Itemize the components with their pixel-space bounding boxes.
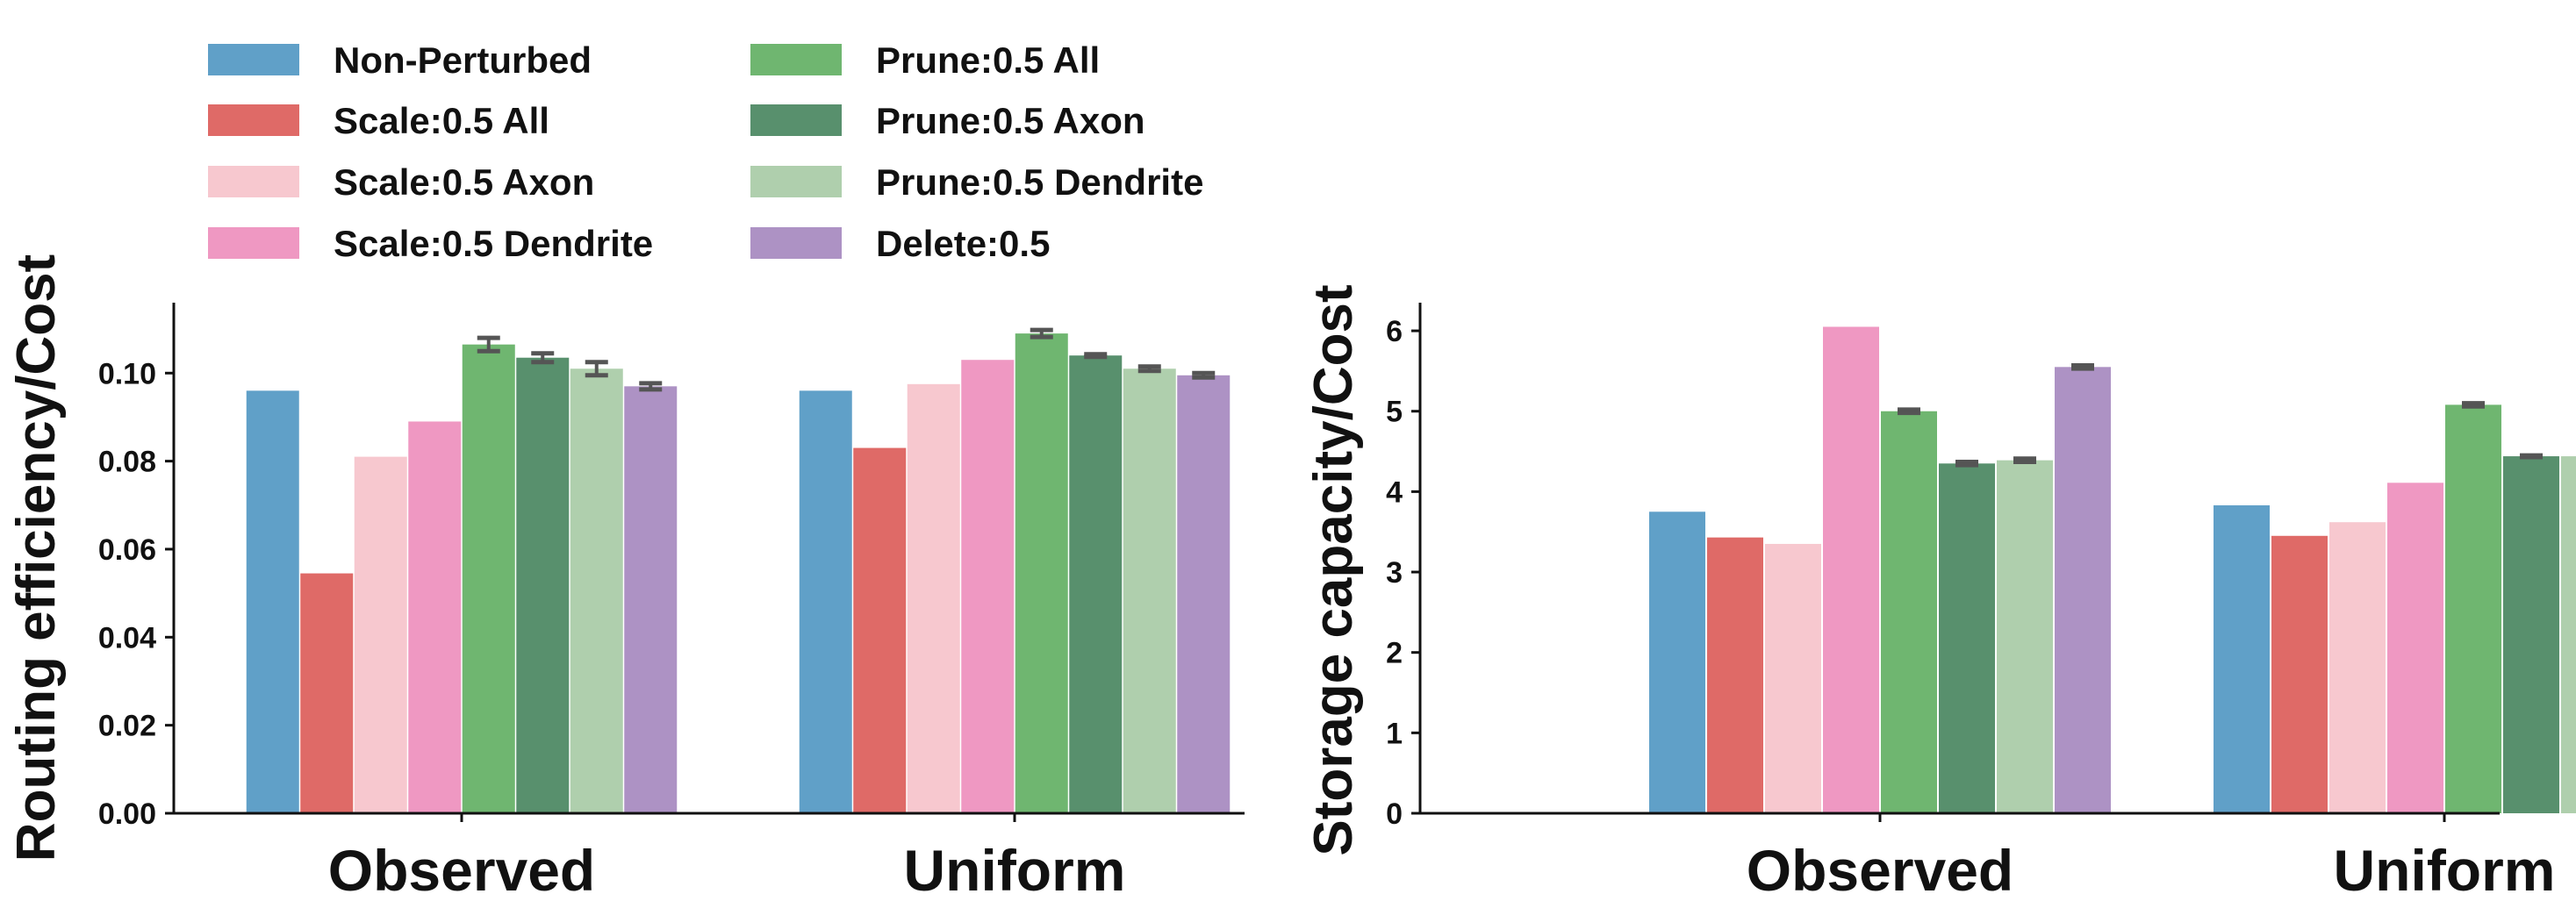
error-bar-observed-delete-0-5 bbox=[639, 381, 663, 392]
legend-label-prune-0-5-all: Prune:0.5 All bbox=[876, 39, 1100, 81]
y-tick-label: 0.06 bbox=[98, 533, 156, 567]
legend-label-scale-0-5-all: Scale:0.5 All bbox=[334, 100, 549, 141]
y-tick-label: 2 bbox=[1386, 637, 1403, 670]
legend-swatch-prune-0-5-axon bbox=[750, 104, 842, 136]
x-category-label-uniform: Uniform bbox=[2334, 838, 2556, 901]
y-axis-label: Routing efficiency/Cost bbox=[6, 254, 67, 862]
bar-observed-prune-0-5-dendrite bbox=[570, 368, 623, 813]
bar-observed-scale-0-5-axon bbox=[1765, 543, 1821, 813]
error-bar-uniform-prune-0-5-all bbox=[1030, 327, 1053, 340]
legend-label-scale-0-5-axon: Scale:0.5 Axon bbox=[334, 161, 594, 203]
legend-swatch-scale-0-5-axon bbox=[208, 166, 299, 197]
bar-uniform-prune-0-5-dendrite bbox=[2561, 456, 2576, 813]
y-tick-label: 5 bbox=[1386, 396, 1403, 429]
bar-observed-scale-0-5-axon bbox=[354, 456, 407, 813]
bar-observed-prune-0-5-all bbox=[462, 344, 515, 813]
error-bar-observed-prune-0-5-dendrite bbox=[585, 360, 608, 378]
y-tick-label: 4 bbox=[1386, 476, 1403, 509]
bar-observed-prune-0-5-axon bbox=[516, 357, 570, 813]
y-tick-label: 0.10 bbox=[98, 357, 156, 390]
bar-uniform-prune-0-5-all bbox=[2445, 404, 2501, 813]
bar-observed-prune-0-5-dendrite bbox=[1997, 460, 2053, 813]
bar-uniform-scale-0-5-all bbox=[853, 447, 907, 813]
bar-observed-scale-0-5-dendrite bbox=[1823, 326, 1879, 813]
bar-observed-delete-0-5 bbox=[624, 386, 678, 813]
bar-observed-prune-0-5-all bbox=[1881, 411, 1937, 813]
bar-uniform-prune-0-5-dendrite bbox=[1123, 368, 1176, 813]
error-bar-observed-prune-0-5-all bbox=[477, 335, 500, 354]
bar-uniform-non-perturbed bbox=[799, 390, 852, 813]
legend-swatch-delete-0-5 bbox=[750, 227, 842, 259]
legend-label-scale-0-5-dendrite: Scale:0.5 Dendrite bbox=[334, 223, 653, 264]
bar-uniform-scale-0-5-all bbox=[2271, 535, 2328, 813]
y-tick-label: 3 bbox=[1386, 556, 1403, 590]
x-category-label-uniform: Uniform bbox=[904, 838, 1126, 901]
bar-observed-prune-0-5-axon bbox=[1939, 463, 1995, 813]
bar-uniform-scale-0-5-dendrite bbox=[2387, 483, 2443, 813]
legend-label-delete-0-5: Delete:0.5 bbox=[876, 223, 1050, 264]
x-category-label-observed: Observed bbox=[328, 838, 595, 901]
x-category-label-observed: Observed bbox=[1747, 838, 2013, 901]
y-tick-label: 0.02 bbox=[98, 710, 156, 743]
bar-observed-scale-0-5-dendrite bbox=[408, 421, 462, 813]
y-axis-label: Storage capacity/Cost bbox=[1303, 284, 1364, 855]
error-bar-observed-delete-0-5 bbox=[2071, 362, 2094, 371]
bar-observed-delete-0-5 bbox=[2055, 367, 2111, 813]
y-tick-label: 1 bbox=[1386, 717, 1403, 750]
legend-swatch-scale-0-5-dendrite bbox=[208, 227, 299, 259]
bar-uniform-scale-0-5-axon bbox=[907, 383, 960, 813]
legend-swatch-prune-0-5-all bbox=[750, 44, 842, 75]
bar-observed-non-perturbed bbox=[246, 390, 299, 813]
legend: Non-Perturbed Scale:0.5 All Scale:0.5 Axon… bbox=[208, 39, 1203, 264]
bar-uniform-scale-0-5-axon bbox=[2329, 522, 2386, 813]
error-bar-uniform-prune-0-5-axon bbox=[2520, 453, 2543, 460]
bar-uniform-delete-0-5 bbox=[1177, 375, 1231, 813]
y-tick-label: 0 bbox=[1386, 797, 1403, 831]
bar-uniform-prune-0-5-all bbox=[1015, 333, 1068, 813]
y-tick-label: 6 bbox=[1386, 315, 1403, 348]
y-tick-label: 0.08 bbox=[98, 446, 156, 479]
error-bar-observed-prune-0-5-all bbox=[1898, 407, 1920, 416]
y-tick-label: 0.00 bbox=[98, 797, 156, 831]
legend-label-non-perturbed: Non-Perturbed bbox=[334, 39, 592, 81]
error-bar-uniform-delete-0-5 bbox=[1192, 370, 1216, 380]
bar-observed-scale-0-5-all bbox=[1707, 537, 1763, 813]
legend-label-prune-0-5-axon: Prune:0.5 Axon bbox=[876, 100, 1145, 141]
storage-capacity-chart: 0 1 2 3 4 5 6 Observed Uniform Storage capacity/C… bbox=[1303, 284, 2576, 901]
legend-swatch-prune-0-5-dendrite bbox=[750, 166, 842, 197]
error-bar-uniform-prune-0-5-all bbox=[2462, 401, 2485, 409]
legend-swatch-scale-0-5-all bbox=[208, 104, 299, 136]
bar-uniform-prune-0-5-axon bbox=[1069, 355, 1123, 813]
routing-efficiency-chart: 0.00 0.02 0.04 0.06 0.08 0.10 Observed Uniform R… bbox=[6, 254, 1245, 901]
bar-uniform-scale-0-5-dendrite bbox=[961, 360, 1015, 814]
error-bar-uniform-prune-0-5-axon bbox=[1084, 352, 1108, 360]
y-tick-label: 0.04 bbox=[98, 621, 156, 654]
legend-swatch-non-perturbed bbox=[208, 44, 299, 75]
legend-label-prune-0-5-dendrite: Prune:0.5 Dendrite bbox=[876, 161, 1203, 203]
error-bar-observed-prune-0-5-dendrite bbox=[2013, 456, 2036, 464]
error-bar-observed-prune-0-5-axon bbox=[1955, 459, 1978, 468]
bar-observed-scale-0-5-all bbox=[300, 573, 354, 813]
bar-observed-non-perturbed bbox=[1649, 511, 1705, 813]
error-bar-observed-prune-0-5-axon bbox=[531, 351, 555, 365]
bar-uniform-prune-0-5-axon bbox=[2503, 456, 2559, 813]
error-bar-uniform-prune-0-5-dendrite bbox=[1137, 364, 1161, 374]
bar-uniform-non-perturbed bbox=[2214, 504, 2270, 813]
